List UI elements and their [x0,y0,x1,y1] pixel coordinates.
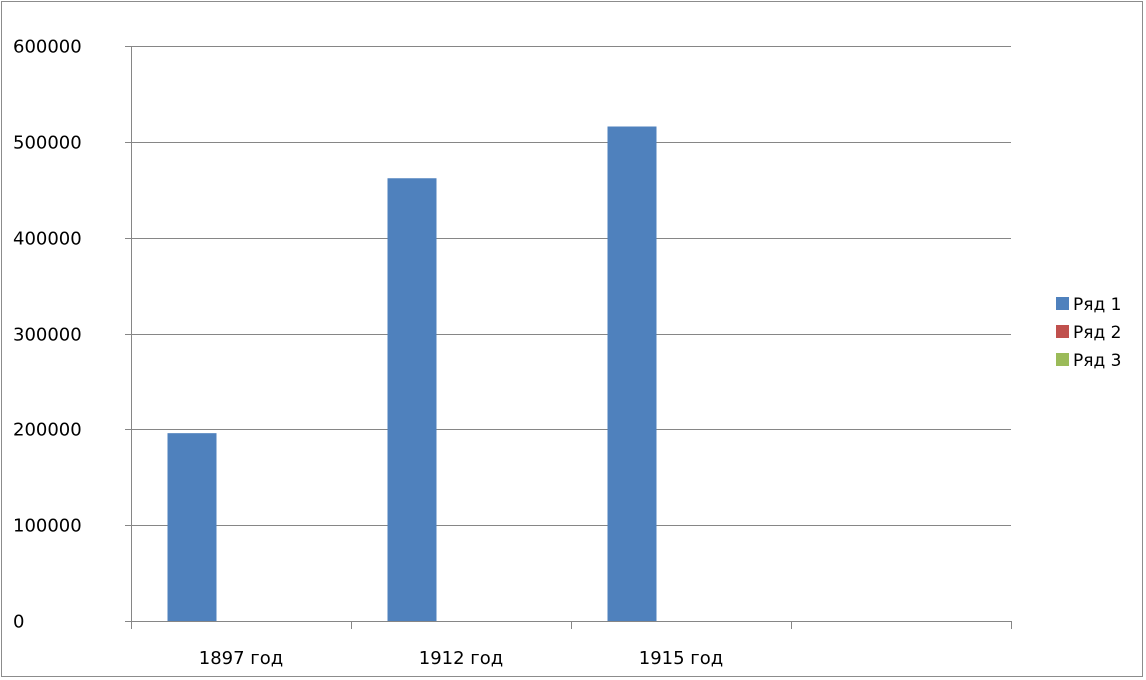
x-tick-label: 1915 год [639,648,723,669]
bar-ряд-1 [607,126,657,621]
y-tick-label: 500000 [13,133,82,154]
y-tick-label: 300000 [13,325,82,346]
x-tick-label: 1912 год [419,648,503,669]
legend-label: Ряд 2 [1073,323,1121,343]
y-tick-label: 0 [13,612,24,633]
bar-ряд-1 [167,433,217,621]
y-tick-label: 100000 [13,516,82,537]
legend-swatch [1056,297,1069,310]
y-tick-label: 400000 [13,229,82,250]
y-tick-label: 600000 [13,37,82,58]
bar-ряд-1 [387,178,437,621]
legend-swatch [1056,353,1069,366]
legend-label: Ряд 3 [1073,351,1121,371]
x-tick-label: 1897 год [199,648,283,669]
legend-swatch [1056,325,1069,338]
legend-label: Ряд 1 [1073,295,1121,315]
y-tick-label: 200000 [13,420,82,441]
